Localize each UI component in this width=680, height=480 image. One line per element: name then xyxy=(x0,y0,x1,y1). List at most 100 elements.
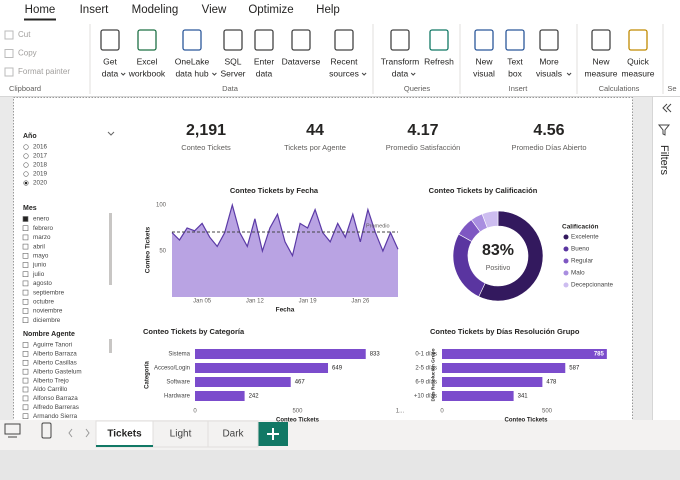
radio[interactable] xyxy=(23,144,29,150)
visual-title: Conteo Tickets by Calificación xyxy=(429,186,538,195)
value-label: 478 xyxy=(546,380,557,386)
button-icon[interactable] xyxy=(628,29,648,51)
checkbox[interactable] xyxy=(22,395,29,402)
button-icon[interactable] xyxy=(429,29,449,51)
button-icon[interactable] xyxy=(505,29,525,51)
page-tab[interactable] xyxy=(207,420,259,448)
ribbon-tab: Modeling xyxy=(132,4,179,16)
button-label: visual xyxy=(473,68,495,78)
value-label: 242 xyxy=(249,394,260,400)
x-axis-title: Conteo Tickets xyxy=(276,418,320,424)
slicer-item: octubre xyxy=(33,298,55,305)
button-label: workbook xyxy=(128,68,166,78)
slicer-item: Alberto Barraza xyxy=(33,351,77,358)
donut-center-label: Positivo xyxy=(486,265,511,272)
card-label: Tickets por Agente xyxy=(284,143,346,152)
button-label: OneLake xyxy=(175,56,210,66)
checkbox[interactable] xyxy=(22,377,29,384)
legend-label: Excelente xyxy=(571,234,599,241)
button-label: measure xyxy=(621,68,654,78)
checkbox[interactable] xyxy=(22,253,29,259)
radio[interactable] xyxy=(23,162,29,168)
checkbox[interactable] xyxy=(22,308,29,314)
scrollbar xyxy=(109,339,112,353)
page-tab[interactable] xyxy=(95,420,154,448)
clipboard-button: Copy xyxy=(18,49,37,58)
button-label: Dataverse xyxy=(282,56,321,66)
checkbox[interactable] xyxy=(22,413,29,420)
slicer-item: septiembre xyxy=(33,289,65,296)
card-value: 4.56 xyxy=(533,122,564,139)
page-tab-label: Light xyxy=(170,429,192,440)
checkbox[interactable] xyxy=(22,225,29,231)
button-icon[interactable] xyxy=(390,29,410,51)
slicer-item: marzo xyxy=(33,234,51,241)
slicer-item: 2018 xyxy=(33,162,48,169)
desktop-view[interactable] xyxy=(4,423,21,435)
checkbox[interactable] xyxy=(22,216,29,222)
checkbox[interactable] xyxy=(22,404,29,411)
donut-segment xyxy=(481,210,499,229)
checkbox[interactable] xyxy=(22,243,29,250)
button-icon[interactable] xyxy=(539,29,559,51)
checkbox[interactable] xyxy=(22,280,29,287)
filters-title: Filters xyxy=(658,145,670,175)
radio[interactable] xyxy=(23,171,29,177)
button-label: measure xyxy=(584,68,617,78)
slicer-item: Alberto Gastelum xyxy=(33,368,82,375)
slicer-item: Alberto Trejo xyxy=(33,377,69,384)
slicer-item: Alfonso Barraza xyxy=(33,395,78,402)
dropdown-arrow xyxy=(410,72,416,76)
button-icon[interactable] xyxy=(334,29,354,51)
ribbon-tab: View xyxy=(202,4,227,16)
slicer-item: Armando Sierra xyxy=(33,413,78,420)
checkbox[interactable] xyxy=(22,234,29,241)
button-label: New xyxy=(475,56,493,66)
checkbox[interactable] xyxy=(22,289,29,296)
checkbox[interactable] xyxy=(22,317,29,324)
ribbon-tab: Help xyxy=(316,4,340,16)
button-label: Refresh xyxy=(424,56,454,66)
legend-title: Calificación xyxy=(562,224,599,231)
category-label: Hardware xyxy=(164,394,191,400)
value-label: 467 xyxy=(295,380,306,386)
button-icon[interactable] xyxy=(291,29,311,51)
slicer-chevron[interactable] xyxy=(107,131,115,136)
category-label: 0-1 días xyxy=(415,352,437,358)
legend-dot xyxy=(563,234,569,240)
button-icon[interactable] xyxy=(100,29,120,51)
button-label: sources xyxy=(329,68,359,78)
checkbox[interactable] xyxy=(22,342,29,348)
checkbox[interactable] xyxy=(22,359,29,366)
tab-scroll[interactable] xyxy=(68,428,90,438)
checkbox[interactable] xyxy=(22,386,29,393)
y-axis-title: Conteo Tickets xyxy=(145,226,152,273)
y-tick-label: 50 xyxy=(159,249,166,255)
checkbox[interactable] xyxy=(22,271,29,278)
filters-pane[interactable] xyxy=(652,97,680,420)
button-label: box xyxy=(508,68,522,78)
button-icon[interactable] xyxy=(223,29,243,51)
value-label: 649 xyxy=(332,366,343,372)
x-tick-label: Jan 19 xyxy=(299,299,318,305)
button-icon[interactable] xyxy=(254,29,274,51)
slicer-item: enero xyxy=(33,216,50,223)
group-label: Calculations xyxy=(599,84,640,93)
checkbox[interactable] xyxy=(22,368,29,375)
collapse-icon[interactable] xyxy=(662,103,672,113)
button-icon[interactable] xyxy=(474,29,494,51)
card-value: 44 xyxy=(306,122,324,139)
button-label: visuals xyxy=(536,68,562,78)
category-label: 2-5 días xyxy=(415,366,437,372)
button-icon[interactable] xyxy=(182,29,202,51)
button-icon[interactable] xyxy=(137,29,157,51)
slicer-title: Mes xyxy=(23,205,37,212)
slicer-item: Alberto Casillas xyxy=(33,359,77,366)
checkbox[interactable] xyxy=(22,298,29,305)
page-tab[interactable] xyxy=(152,420,209,448)
mobile-view[interactable] xyxy=(41,422,52,439)
checkbox[interactable] xyxy=(22,262,29,268)
radio[interactable] xyxy=(23,153,29,159)
button-icon[interactable] xyxy=(591,29,611,51)
checkbox[interactable] xyxy=(22,351,29,357)
